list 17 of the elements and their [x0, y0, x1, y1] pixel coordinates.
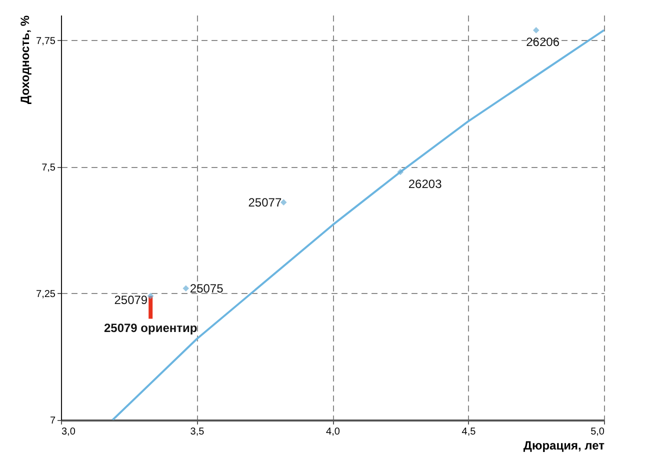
- x-tick-label: 3,0: [62, 426, 76, 438]
- y-axis-title: Доходность, %: [18, 15, 32, 104]
- annotation: 25079: [114, 292, 148, 307]
- x-tick-label: 4,0: [326, 426, 340, 438]
- x-tick-label: 5,0: [590, 426, 605, 438]
- series-label: 25079 ориентир: [104, 320, 198, 335]
- y-tick-label: 7: [50, 416, 56, 426]
- annotation: 25077: [248, 195, 282, 210]
- y-tick-label: 7,75: [36, 36, 56, 47]
- y-tick-label: 7,25: [36, 288, 56, 300]
- annotation: 26203: [408, 176, 442, 191]
- y-tick-label: 7,5: [42, 162, 56, 174]
- annotation: 26206: [526, 35, 560, 50]
- x-tick-label: 4,5: [462, 426, 476, 438]
- x-axis-title: Дюрация, лет: [523, 438, 605, 452]
- x-tick-label: 3,5: [190, 426, 205, 438]
- annotation: 25075: [190, 281, 224, 296]
